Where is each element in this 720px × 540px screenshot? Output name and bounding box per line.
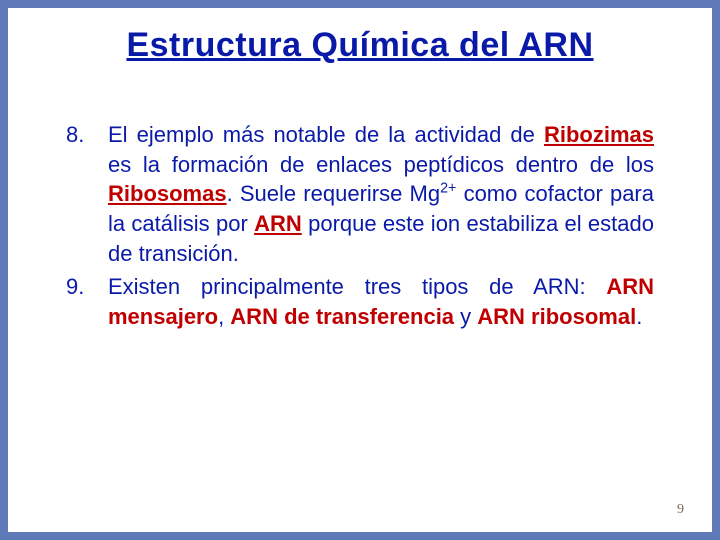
text-run: ARN de transferencia (230, 304, 454, 329)
list-item: 9. Existen principalmente tres tipos de A… (66, 272, 654, 331)
list-item-text: El ejemplo más notable de la actividad d… (108, 122, 654, 266)
slide: Estructura Química del ARN 8. El ejemplo … (0, 0, 720, 540)
list-item-text: Existen principalmente tres tipos de ARN… (108, 274, 654, 329)
text-run: Existen principalmente tres tipos de ARN… (108, 274, 606, 299)
text-run: . (636, 304, 642, 329)
text-run: ARN ribosomal (477, 304, 636, 329)
text-run: Ribosomas (108, 181, 227, 206)
list-item-number: 9. (66, 272, 84, 302)
text-run: y (454, 304, 477, 329)
text-run: es la formación de enlaces peptídicos de… (108, 152, 654, 177)
text-run: ARN (254, 211, 302, 236)
text-run: 2+ (440, 181, 456, 197)
list-item-number: 8. (66, 120, 84, 150)
body-list: 8. El ejemplo más notable de la actividad… (66, 120, 654, 332)
text-run: . Suele requerirse Mg (227, 181, 441, 206)
text-run: Ribozimas (544, 122, 654, 147)
slide-title: Estructura Química del ARN (8, 26, 712, 65)
list-item: 8. El ejemplo más notable de la actividad… (66, 120, 654, 268)
page-number: 9 (677, 502, 684, 518)
text-run: , (218, 304, 230, 329)
slide-body: 8. El ejemplo más notable de la actividad… (66, 120, 654, 332)
text-run: El ejemplo más notable de la actividad d… (108, 122, 544, 147)
